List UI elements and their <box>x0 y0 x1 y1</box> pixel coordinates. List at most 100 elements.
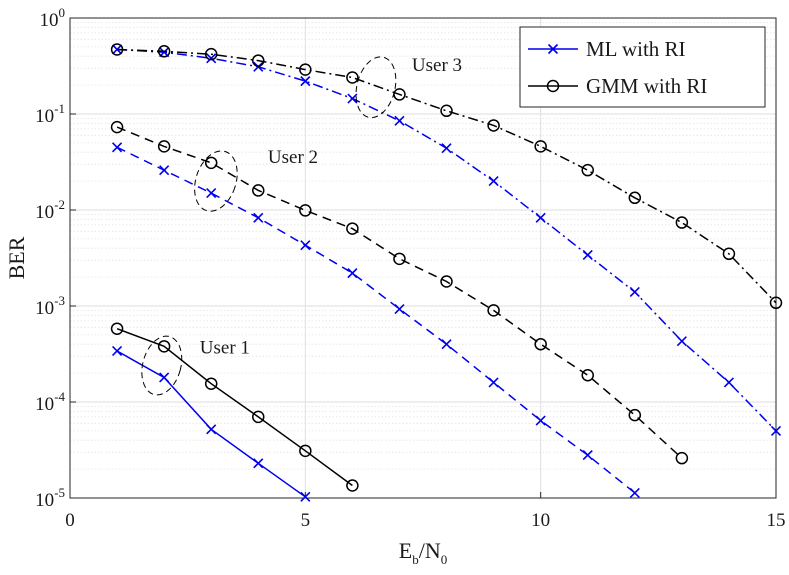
y-tick-label: 10-5 <box>35 485 65 511</box>
marker-circle <box>393 252 406 266</box>
marker-circle <box>299 444 312 458</box>
marker-circle <box>628 191 642 205</box>
marker-circle <box>252 410 265 424</box>
annotation-ellipse <box>194 150 238 212</box>
x-axis-label-sub1: b <box>412 552 419 567</box>
marker-x <box>535 415 546 426</box>
x-axis-label-sub2: 0 <box>441 552 448 567</box>
annotation-user-1: User 1 <box>200 337 250 358</box>
marker-x <box>159 372 170 383</box>
annotation-user-2: User 2 <box>268 147 318 168</box>
marker-x <box>253 212 264 223</box>
x-axis-label-base1: E <box>399 538 412 563</box>
legend-entry-gmm: GMM with RI <box>528 74 707 98</box>
marker-circle <box>581 368 594 382</box>
series-gmm-user-1 <box>110 322 359 492</box>
marker-circle <box>346 222 359 235</box>
marker-circle <box>157 340 171 353</box>
series-gmm-user-2 <box>110 120 689 465</box>
marker-circle <box>722 247 736 261</box>
marker-circle <box>110 322 124 335</box>
marker-circle <box>204 377 218 390</box>
marker-circle <box>252 54 265 67</box>
x-tick-label: 5 <box>301 510 311 531</box>
marker-x <box>676 336 687 347</box>
marker-x <box>723 377 734 388</box>
marker-circle <box>346 71 359 84</box>
series-line <box>117 48 777 304</box>
marker-x <box>441 143 452 154</box>
x-tick-label: 0 <box>65 510 75 531</box>
series-layer <box>110 43 783 502</box>
annotations: User 1 User 2 User 3 <box>141 55 462 396</box>
marker-x <box>629 487 640 498</box>
marker-circle <box>346 479 359 492</box>
marker-circle <box>534 140 547 153</box>
marker-x <box>582 249 593 261</box>
marker-x <box>547 43 559 55</box>
marker-circle <box>157 140 171 153</box>
marker-x <box>347 268 358 279</box>
marker-x <box>112 142 123 153</box>
marker-x <box>582 450 593 461</box>
legend: ML with RI GMM with RI <box>519 26 766 108</box>
series-gmm-user-3 <box>110 43 783 310</box>
x-axis-label-base2: N <box>425 538 441 563</box>
marker-x <box>394 115 405 126</box>
marker-circle <box>675 451 689 465</box>
marker-circle <box>769 296 783 310</box>
series-line <box>116 146 636 494</box>
marker-circle <box>440 104 453 118</box>
x-axis-label-slash: / <box>419 538 426 563</box>
marker-x <box>488 377 499 388</box>
series-ml-user-1 <box>112 345 311 502</box>
x-tick-label: 15 <box>767 510 786 531</box>
marker-circle <box>546 79 560 93</box>
marker-x <box>300 240 311 251</box>
y-tick-label: 10-1 <box>35 101 65 127</box>
annotation-ellipse <box>141 335 183 396</box>
annotation-user-3: User 3 <box>412 55 462 76</box>
marker-x <box>300 491 311 502</box>
marker-x <box>347 93 358 104</box>
marker-circle <box>157 45 171 58</box>
marker-x <box>488 176 499 187</box>
axis-ticks: 0 5 10 15 100 10-1 10-2 10-3 10-4 10-5 <box>35 5 785 531</box>
legend-box <box>519 26 766 108</box>
marker-circle <box>110 120 124 134</box>
marker-x <box>206 424 217 435</box>
marker-circle <box>487 119 500 132</box>
marker-x <box>159 165 170 176</box>
marker-circle <box>299 63 312 76</box>
marker-x <box>770 425 782 436</box>
marker-x <box>535 212 546 223</box>
plot-frame <box>69 17 777 499</box>
marker-circle <box>110 43 124 56</box>
x-tick-label: 10 <box>531 510 550 531</box>
y-tick-label: 10-2 <box>35 197 65 223</box>
marker-circle <box>299 204 312 217</box>
marker-circle <box>628 408 642 422</box>
marker-x <box>206 188 217 199</box>
marker-circle <box>581 163 594 177</box>
marker-circle <box>534 337 547 351</box>
marker-x <box>629 286 640 298</box>
y-tick-label: 10-3 <box>35 293 65 319</box>
legend-label: GMM with RI <box>586 74 707 98</box>
marker-circle <box>675 216 689 229</box>
legend-entries: ML with RI GMM with RI <box>528 37 707 98</box>
marker-circle <box>440 275 453 288</box>
series-ml-user-2 <box>112 142 640 498</box>
marker-circle <box>204 156 218 170</box>
marker-x <box>206 53 217 64</box>
annotation-ellipse <box>355 56 397 119</box>
marker-x <box>441 339 452 350</box>
marker-x <box>253 458 264 469</box>
marker-x <box>112 345 123 357</box>
marker-circle <box>252 184 265 197</box>
legend-entry-ml: ML with RI <box>528 37 686 61</box>
y-tick-label: 10-4 <box>35 389 65 415</box>
marker-circle <box>487 304 500 317</box>
marker-circle <box>204 47 218 61</box>
